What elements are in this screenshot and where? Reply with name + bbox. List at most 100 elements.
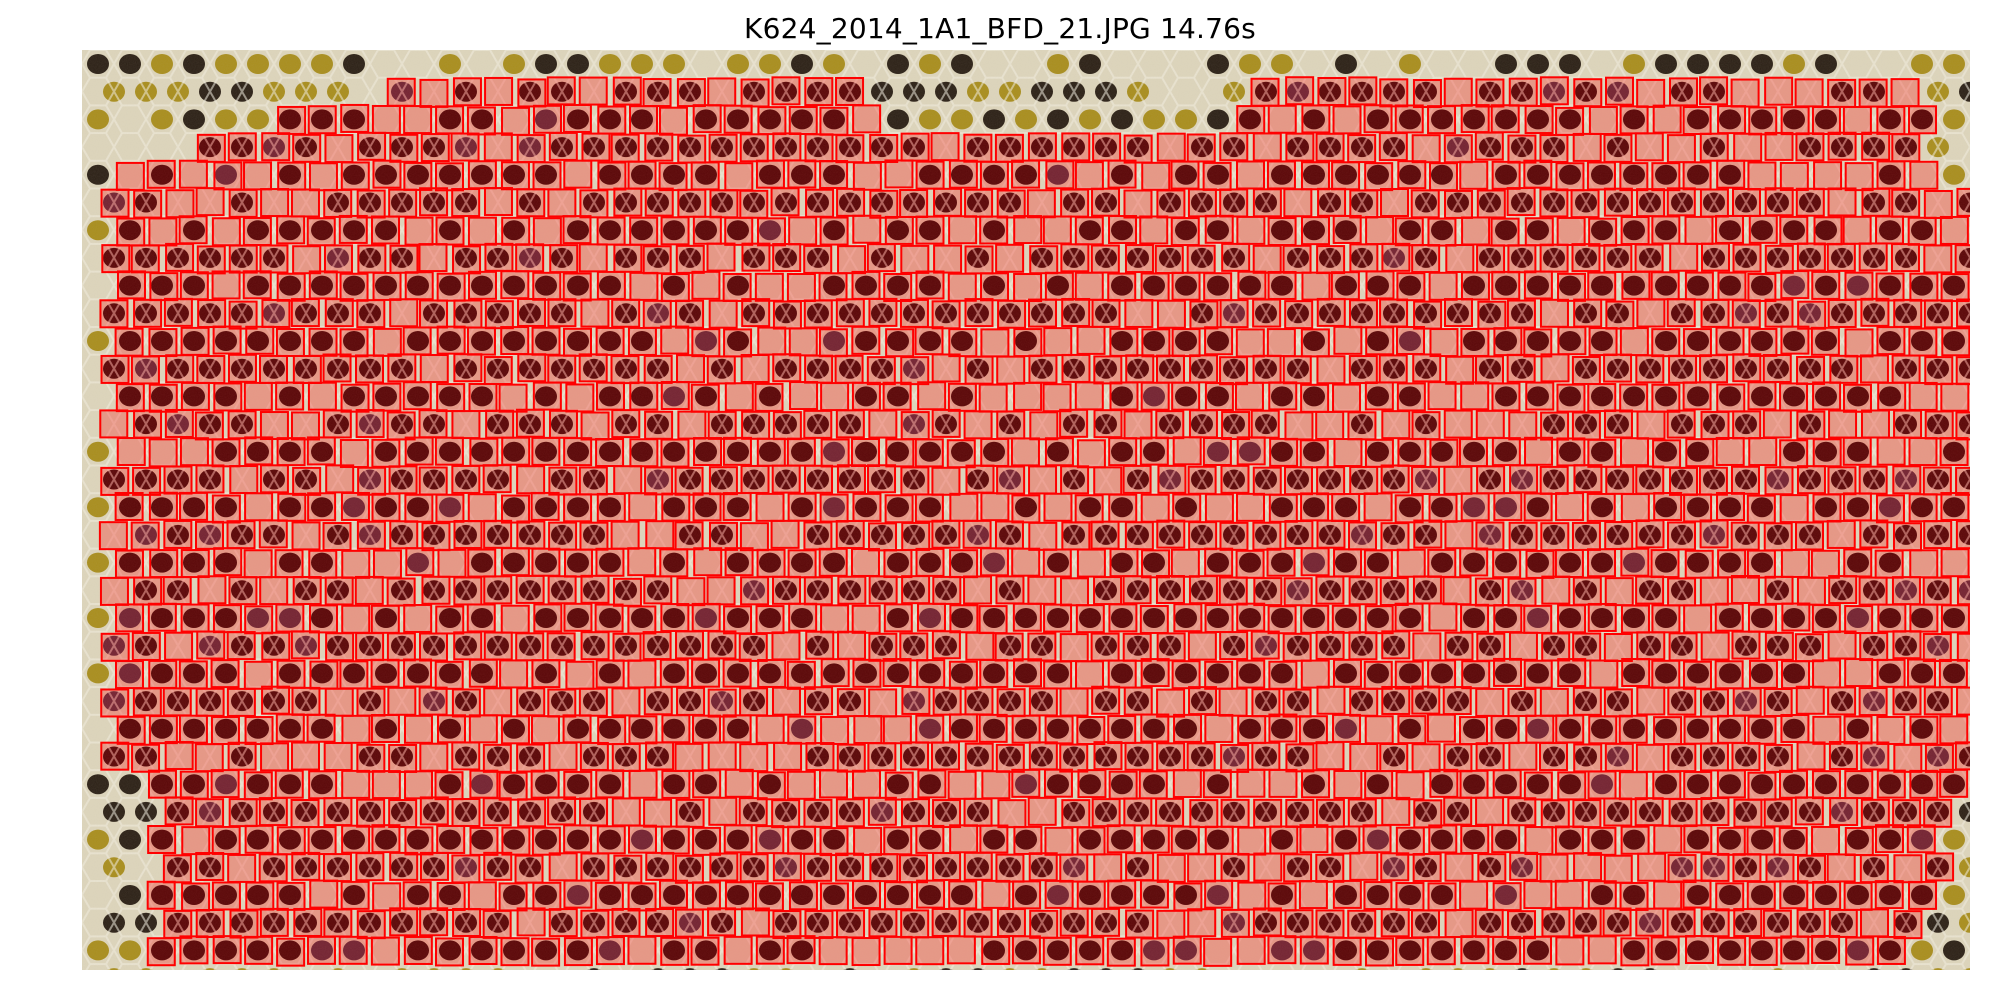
detection-box bbox=[1523, 659, 1553, 689]
detection-box bbox=[916, 659, 946, 689]
detection-box bbox=[660, 325, 690, 355]
detection-box bbox=[882, 658, 912, 688]
detection-box bbox=[963, 851, 993, 881]
detection-box bbox=[674, 854, 704, 884]
detection-box bbox=[1364, 438, 1394, 468]
detection-box bbox=[435, 105, 465, 135]
detection-box bbox=[1059, 687, 1089, 717]
detection-box bbox=[916, 879, 946, 909]
detection-box bbox=[1811, 604, 1841, 634]
detection-box bbox=[1044, 715, 1074, 745]
detection-box bbox=[1554, 548, 1584, 578]
detection-box bbox=[1349, 243, 1379, 273]
detection-box bbox=[1650, 549, 1680, 579]
detection-box bbox=[1059, 633, 1089, 663]
detection-box bbox=[547, 688, 577, 718]
detection-box bbox=[1475, 687, 1505, 717]
detection-box bbox=[244, 824, 274, 854]
detection-box bbox=[1075, 936, 1105, 966]
detection-box bbox=[1572, 907, 1602, 937]
detection-box bbox=[500, 715, 530, 745]
detection-box bbox=[516, 188, 546, 218]
detection-box bbox=[803, 852, 833, 882]
detection-box bbox=[1748, 659, 1778, 689]
detection-box bbox=[1443, 409, 1473, 439]
detection-box bbox=[1427, 548, 1457, 578]
detection-box bbox=[1412, 632, 1442, 662]
detection-box bbox=[291, 521, 321, 551]
detection-box bbox=[371, 824, 401, 854]
detection-box bbox=[868, 632, 898, 662]
detection-box bbox=[1349, 742, 1379, 772]
detection-box bbox=[773, 741, 803, 771]
detection-box bbox=[1700, 242, 1730, 272]
detection-box bbox=[194, 411, 224, 441]
detection-box bbox=[1074, 381, 1104, 411]
detection-box bbox=[242, 270, 272, 300]
detection-box bbox=[755, 492, 785, 522]
detection-box bbox=[979, 215, 1009, 245]
detection-box bbox=[1603, 187, 1633, 217]
detection-box bbox=[1237, 270, 1267, 300]
detection-box bbox=[579, 521, 609, 551]
detection-box bbox=[98, 521, 128, 551]
detection-box bbox=[676, 354, 706, 384]
detection-box bbox=[1027, 575, 1057, 605]
detection-box bbox=[1349, 687, 1379, 717]
detection-box bbox=[116, 270, 146, 300]
detection-box bbox=[1187, 465, 1217, 495]
detection-box bbox=[661, 492, 691, 522]
detection-box bbox=[1890, 243, 1920, 273]
detection-box bbox=[1940, 604, 1970, 634]
detection-box bbox=[964, 245, 994, 275]
detection-box bbox=[1699, 519, 1729, 549]
detection-box bbox=[1653, 491, 1683, 521]
detection-box bbox=[754, 882, 784, 912]
detection-box bbox=[1891, 354, 1921, 384]
detection-box bbox=[898, 854, 928, 884]
detection-box bbox=[660, 273, 690, 303]
detection-box bbox=[1859, 854, 1889, 884]
detection-box bbox=[1508, 77, 1538, 107]
detection-box bbox=[259, 464, 289, 494]
detection-box bbox=[1907, 216, 1937, 246]
detection-box bbox=[1746, 549, 1776, 579]
detection-box bbox=[1893, 854, 1923, 884]
detection-box bbox=[1892, 686, 1922, 716]
detection-box bbox=[1250, 77, 1280, 107]
detection-box bbox=[1316, 519, 1346, 549]
detection-box bbox=[611, 298, 641, 328]
detection-box bbox=[1747, 381, 1777, 411]
detection-box bbox=[996, 908, 1026, 938]
detection-box bbox=[1475, 78, 1505, 108]
detection-box bbox=[483, 575, 513, 605]
detection-box bbox=[1348, 299, 1378, 329]
detection-box bbox=[245, 881, 275, 911]
detection-box bbox=[1573, 298, 1603, 328]
detection-box bbox=[356, 520, 386, 550]
detection-box bbox=[1156, 354, 1186, 384]
detection-box bbox=[1509, 851, 1539, 881]
detection-box bbox=[1730, 575, 1760, 605]
detection-box bbox=[1427, 105, 1457, 135]
detection-box bbox=[1572, 799, 1602, 829]
detection-box bbox=[1221, 242, 1251, 272]
detection-box bbox=[1876, 769, 1906, 799]
detection-box bbox=[996, 410, 1026, 440]
detection-box bbox=[1364, 605, 1394, 635]
detection-box bbox=[1410, 909, 1440, 939]
detection-box bbox=[179, 770, 209, 800]
detection-box bbox=[724, 216, 754, 246]
detection-box bbox=[739, 853, 769, 883]
detection-box bbox=[1507, 687, 1537, 717]
detection-box bbox=[1028, 852, 1058, 882]
detection-box bbox=[739, 687, 769, 717]
detection-box bbox=[1652, 770, 1682, 800]
detection-box bbox=[1829, 354, 1859, 384]
detection-box bbox=[1507, 910, 1537, 940]
detection-box bbox=[195, 687, 225, 717]
detection-box bbox=[1699, 688, 1729, 718]
detection-box bbox=[1220, 743, 1250, 773]
detection-box bbox=[629, 105, 659, 135]
detection-box bbox=[1620, 437, 1650, 467]
